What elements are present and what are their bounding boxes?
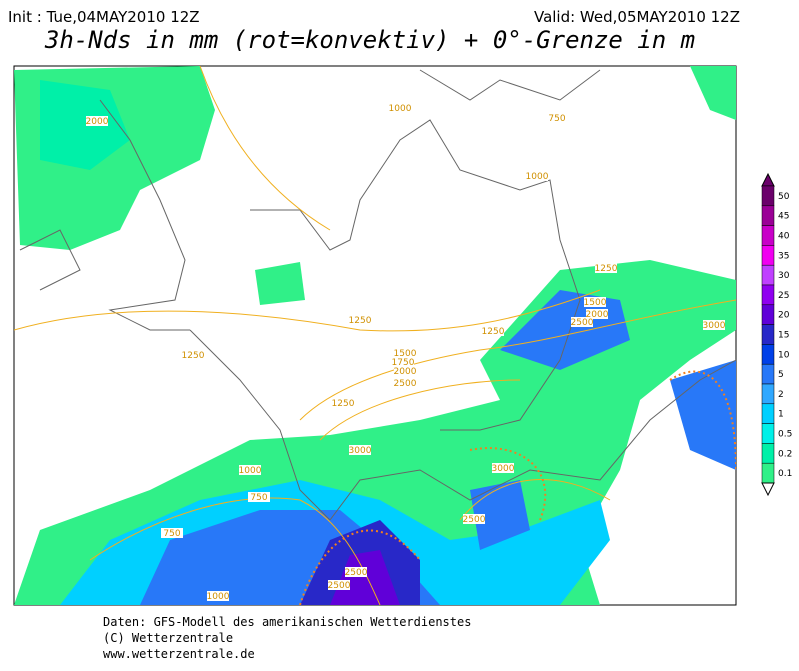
footer-line: www.wetterzentrale.de (103, 647, 255, 661)
legend-swatch (761, 324, 775, 345)
contour-label-bg (703, 320, 725, 330)
legend-label: 0.2 (778, 449, 792, 459)
legend-swatch (761, 403, 775, 424)
contour-label-bg (546, 113, 568, 123)
legend-label: 35 (778, 251, 789, 261)
legend-label: 30 (778, 271, 790, 281)
contour-label-bg (482, 326, 504, 336)
legend-swatch (761, 443, 775, 464)
contour-label: 1000 (239, 466, 262, 476)
contour-label-bg (161, 528, 183, 538)
legend-label: 45 (778, 212, 789, 222)
contour-label-bg (394, 348, 416, 358)
legend-label: 40 (778, 232, 790, 242)
legend-swatch (761, 423, 775, 444)
legend-label: 2 (778, 390, 784, 400)
legend-label: 1 (778, 410, 784, 420)
legend-arrow (761, 482, 775, 497)
legend-label: 20 (778, 311, 790, 321)
contour-label: 2500 (394, 379, 417, 389)
contour-label-bg (595, 263, 617, 273)
contour-label: 2000 (586, 310, 609, 320)
contour-label: 1500 (394, 349, 417, 359)
contour-label-bg (328, 580, 350, 590)
contour-label: 3000 (349, 446, 372, 456)
contour-label: 750 (163, 529, 180, 539)
legend-swatch (761, 245, 775, 266)
init-time: Init : Tue,04MAY2010 12Z (8, 8, 200, 26)
contour-label: 1250 (182, 351, 205, 361)
legend: 50 45 40 35 30 25 20 15 10 5 2 1 0.5 0.2 0.1 (761, 172, 792, 497)
legend-swatch (761, 264, 775, 286)
map-title: 3h-Nds in mm (rot=konvektiv) + 0°-Grenze… (44, 26, 695, 54)
contour-label-bg (392, 357, 414, 367)
legend-swatch (761, 284, 775, 306)
legend-swatch (761, 383, 775, 405)
contour-label: 2500 (328, 581, 351, 591)
legend-swatch (761, 205, 775, 226)
legend-label: 15 (778, 331, 789, 341)
legend-label: 5 (778, 370, 784, 380)
contour-label: 1250 (349, 316, 372, 326)
contour-label: 1000 (389, 104, 412, 114)
legend-label: 0.1 (778, 469, 792, 479)
contour-label: 1000 (207, 592, 230, 602)
contour-label-bg (571, 317, 593, 327)
contour-label: 3000 (492, 464, 515, 474)
contour-label-bg (248, 492, 270, 502)
legend-swatch (761, 225, 775, 246)
contour-label: 1750 (392, 358, 415, 368)
contour-label-bg (349, 315, 371, 325)
contour-label: 3000 (703, 321, 726, 331)
map (13, 65, 737, 606)
contour-label: 1250 (332, 399, 355, 409)
legend-label: 0.5 (778, 430, 792, 440)
contour-label-bg (463, 514, 485, 524)
legend-swatch (761, 344, 775, 365)
contour-label: 750 (250, 493, 267, 503)
contour-label-bg (394, 378, 416, 388)
footer-line: (C) Wetterzentrale (103, 631, 233, 645)
footer-line: Daten: GFS-Modell des amerikanischen Wet… (103, 615, 471, 629)
legend-label: 25 (778, 291, 789, 301)
contour-label: 1250 (595, 264, 618, 274)
contour-label-bg (394, 366, 416, 376)
legend-label: 50 (778, 192, 790, 202)
legend-arrow (761, 172, 775, 187)
valid-time: Valid: Wed,05MAY2010 12Z (534, 8, 740, 26)
contour-label-bg (182, 350, 204, 360)
legend-swatch (761, 304, 775, 325)
contour-label-bg (586, 309, 608, 319)
contour-label: 750 (548, 114, 565, 124)
legend-swatch (761, 462, 775, 484)
contour-label-bg (207, 591, 229, 601)
legend-swatch (761, 363, 775, 385)
contour-label: 1000 (526, 172, 549, 182)
contour-label: 1250 (482, 327, 505, 337)
contour-label-bg (389, 103, 411, 113)
contour-label: 2500 (571, 318, 594, 328)
contour-label-bg (345, 567, 367, 577)
contour-label: 2500 (463, 515, 486, 525)
legend-swatch (761, 185, 775, 207)
contour-label-bg (239, 465, 261, 475)
contour-label-bg (492, 463, 514, 473)
contour-label-bg (584, 297, 606, 307)
contour-label-bg (349, 445, 371, 455)
contour-label: 2000 (86, 117, 109, 127)
legend-label: 10 (778, 350, 790, 360)
contour-label: 2000 (394, 367, 417, 377)
contour-label: 2500 (345, 568, 368, 578)
contour-label: 1500 (584, 298, 607, 308)
contour-label-bg (526, 171, 548, 181)
contour-label-bg (86, 116, 108, 126)
contour-label-bg (332, 398, 354, 408)
